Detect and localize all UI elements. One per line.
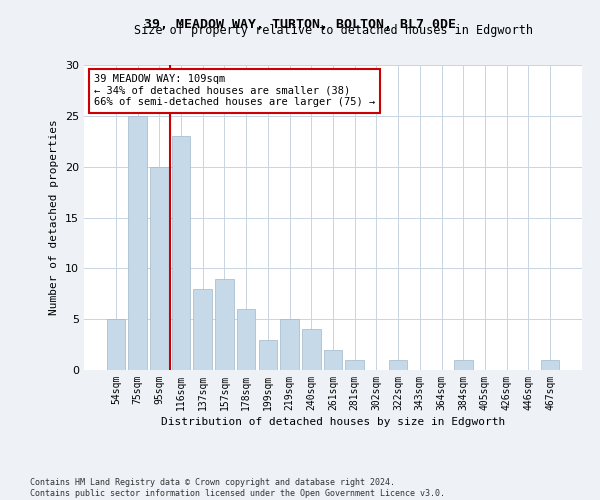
Bar: [215, 278, 233, 370]
Bar: [389, 360, 407, 370]
Bar: [259, 340, 277, 370]
Bar: [128, 116, 147, 370]
Bar: [172, 136, 190, 370]
Text: 39 MEADOW WAY: 109sqm
← 34% of detached houses are smaller (38)
66% of semi-deta: 39 MEADOW WAY: 109sqm ← 34% of detached …: [94, 74, 375, 108]
Bar: [454, 360, 473, 370]
Bar: [302, 330, 320, 370]
Bar: [346, 360, 364, 370]
Title: Size of property relative to detached houses in Edgworth: Size of property relative to detached ho…: [133, 24, 533, 38]
Text: 39, MEADOW WAY, TURTON, BOLTON, BL7 0DE: 39, MEADOW WAY, TURTON, BOLTON, BL7 0DE: [144, 18, 456, 30]
Text: Contains HM Land Registry data © Crown copyright and database right 2024.
Contai: Contains HM Land Registry data © Crown c…: [30, 478, 445, 498]
X-axis label: Distribution of detached houses by size in Edgworth: Distribution of detached houses by size …: [161, 417, 505, 427]
Bar: [107, 319, 125, 370]
Bar: [150, 166, 169, 370]
Bar: [193, 288, 212, 370]
Bar: [541, 360, 559, 370]
Y-axis label: Number of detached properties: Number of detached properties: [49, 120, 59, 316]
Bar: [237, 309, 256, 370]
Bar: [280, 319, 299, 370]
Bar: [324, 350, 342, 370]
